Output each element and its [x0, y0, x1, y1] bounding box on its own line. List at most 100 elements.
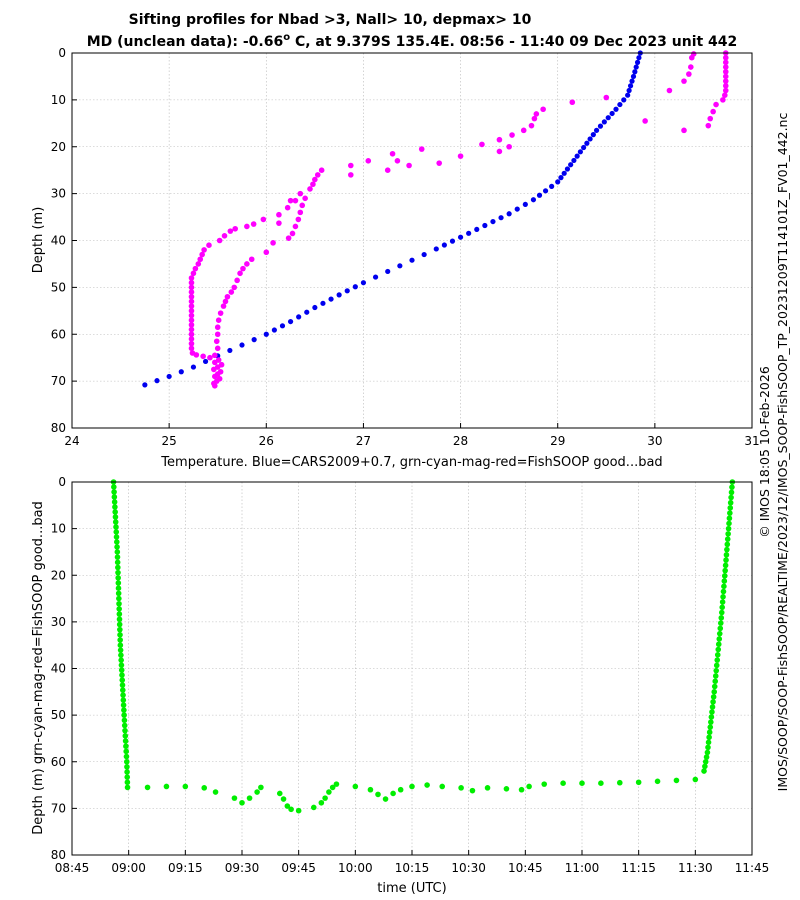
fishsoop-point: [207, 354, 213, 361]
fishsoop-depth-point: [113, 529, 120, 535]
cars-point: [558, 175, 564, 181]
x-tick-label: 28: [453, 434, 468, 448]
fishsoop-point: [722, 54, 729, 61]
fishsoop-point: [244, 261, 250, 267]
top-chart-y-axis-label: Depth (m): [31, 207, 46, 274]
cars-point: [482, 222, 488, 229]
fishsoop-depth-point: [280, 796, 287, 802]
cars-point: [142, 382, 148, 388]
fishsoop-depth-point: [409, 783, 415, 790]
fishsoop-point: [189, 350, 196, 356]
fishsoop-point: [292, 223, 299, 230]
fishsoop-point: [197, 256, 204, 263]
fishsoop-depth-point: [518, 786, 525, 793]
fishsoop-point: [496, 136, 503, 143]
fishsoop-depth-point: [727, 505, 734, 511]
fishsoop-point: [188, 289, 195, 295]
fishsoop-depth-point: [113, 539, 120, 545]
cars-point: [457, 234, 464, 240]
fishsoop-depth-point: [116, 611, 123, 617]
cars-point: [627, 83, 634, 89]
fishsoop-point: [188, 336, 195, 342]
fishsoop-depth-point: [719, 599, 726, 605]
fishsoop-point: [237, 270, 243, 277]
fishsoop-depth-point: [254, 789, 260, 795]
fishsoop-depth-point: [116, 616, 123, 623]
fishsoop-point: [188, 279, 195, 286]
fishsoop-depth-point: [117, 637, 123, 643]
fishsoop-point: [232, 225, 238, 232]
fishsoop-depth-point: [310, 804, 317, 811]
fishsoop-depth-point: [702, 758, 709, 765]
cars-point: [584, 140, 590, 146]
cars-point: [279, 323, 286, 329]
x-tick-label: 09:30: [225, 861, 260, 875]
fishsoop-point: [188, 322, 195, 328]
fishsoop-point: [188, 303, 195, 309]
fishsoop-point: [220, 303, 227, 309]
fishsoop-point: [217, 368, 224, 375]
fishsoop-depth-point: [717, 625, 724, 632]
fishsoop-depth-point: [503, 785, 510, 792]
fishsoop-depth-point: [182, 783, 189, 790]
fishsoop-point: [295, 216, 302, 223]
figure-title-line1: Sifting profiles for Nbad >3, Nall> 10, …: [129, 12, 532, 28]
fishsoop-point: [681, 78, 687, 84]
fishsoop-depth-point: [709, 709, 715, 715]
x-tick-label: 11:45: [735, 861, 770, 875]
fishsoop-depth-point: [725, 525, 732, 532]
fishsoop-point: [722, 64, 729, 70]
y-tick-label: 10: [51, 522, 66, 536]
fishsoop-point: [520, 127, 527, 134]
cars-point: [263, 331, 269, 337]
fishsoop-depth-point: [654, 778, 661, 785]
y-tick-label: 20: [51, 140, 66, 154]
fishsoop-point: [228, 289, 235, 295]
fishsoop-depth-point: [124, 764, 130, 770]
fishsoop-depth-point: [722, 562, 729, 569]
fishsoop-point: [222, 298, 229, 305]
fishsoop-depth-point: [115, 564, 121, 571]
fishsoop-depth-point: [728, 489, 735, 496]
fishsoop-point: [299, 202, 306, 209]
cars-point: [239, 342, 245, 348]
bottom-chart-y-ticks: 0 10 20 30 40 50 60 70 80: [51, 475, 77, 862]
cars-point: [555, 179, 561, 185]
fishsoop-depth-point: [121, 722, 128, 729]
x-tick-label: 24: [64, 434, 79, 448]
fishsoop-point: [188, 345, 195, 352]
fishsoop-point: [603, 94, 610, 101]
fishsoop-depth-point: [111, 499, 118, 505]
fishsoop-depth-point: [725, 531, 731, 537]
cars-point: [352, 284, 358, 290]
fishsoop-depth-point: [329, 784, 336, 791]
fishsoop-point: [250, 221, 257, 227]
fishsoop-point: [384, 167, 391, 173]
fishsoop-point: [418, 146, 425, 152]
fishsoop-point: [216, 237, 223, 244]
fishsoop-depth-point: [123, 748, 129, 755]
fishsoop-depth-point: [333, 781, 340, 787]
cars-point: [630, 73, 637, 80]
fishsoop-point: [528, 122, 535, 129]
fishsoop-point: [406, 162, 412, 169]
fishsoop-depth-point: [709, 704, 716, 710]
fishsoop-depth-point: [526, 783, 532, 790]
cars-point: [506, 211, 512, 217]
fishsoop-point: [297, 209, 304, 216]
fishsoop-depth-point: [113, 524, 119, 530]
fishsoop-point: [260, 216, 267, 223]
fishsoop-depth-point: [284, 803, 291, 809]
fishsoop-depth-point: [121, 712, 127, 718]
cars-point: [634, 59, 641, 65]
fishsoop-point: [217, 310, 224, 316]
cars-point: [605, 115, 611, 121]
fishsoop-point: [722, 83, 729, 89]
top-chart-x-ticks: 24 25 26 27 28 29 30 31: [64, 423, 760, 448]
title-degree-symbol: o: [283, 32, 290, 43]
y-tick-label: 80: [51, 421, 66, 435]
cars-point: [178, 369, 184, 375]
fishsoop-point: [297, 190, 304, 197]
fishsoop-depth-point: [718, 615, 725, 621]
cars-point: [530, 197, 537, 203]
